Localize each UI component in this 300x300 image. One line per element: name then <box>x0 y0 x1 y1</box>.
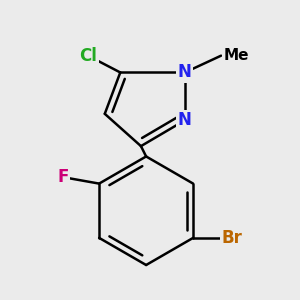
Text: N: N <box>178 111 192 129</box>
Text: F: F <box>57 168 69 186</box>
Text: Cl: Cl <box>79 47 97 65</box>
Text: N: N <box>178 64 192 82</box>
Text: Br: Br <box>221 229 242 247</box>
Text: Me: Me <box>224 48 249 63</box>
